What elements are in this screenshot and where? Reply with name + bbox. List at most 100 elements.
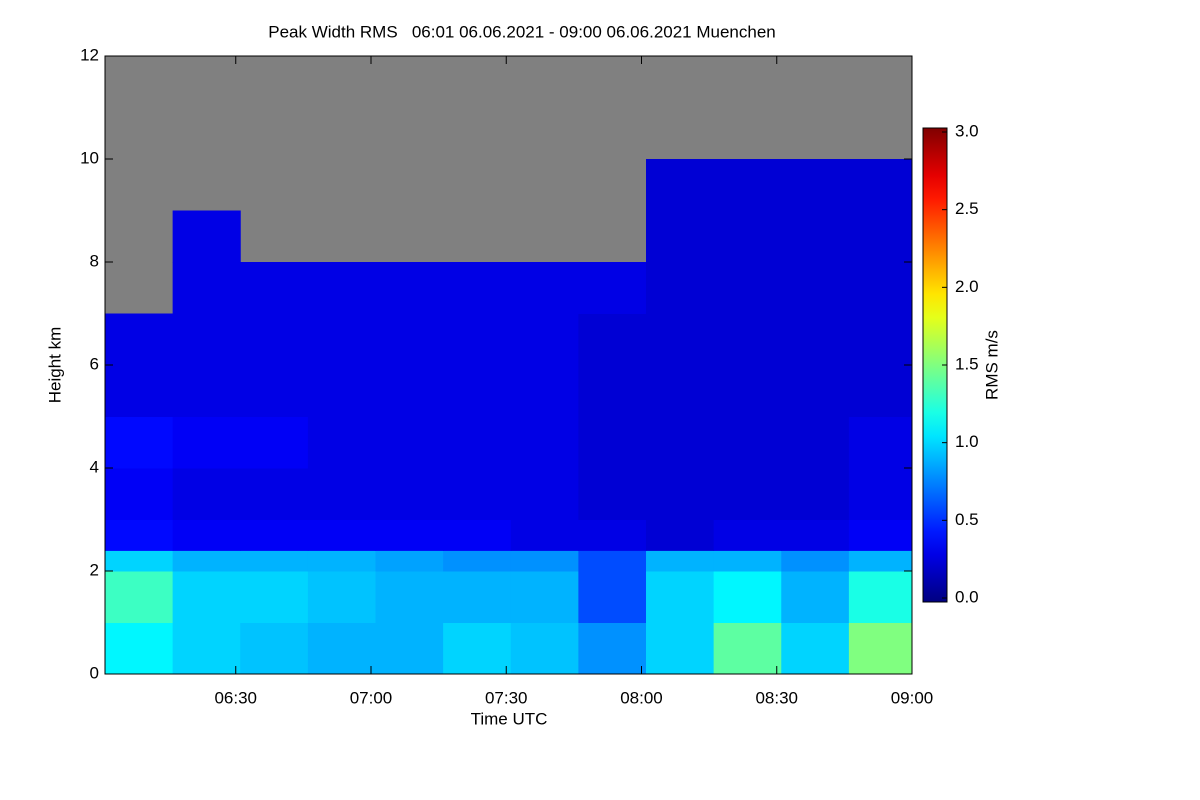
x-tick-label: 09:00 (891, 688, 934, 707)
heat-cell (578, 550, 647, 572)
heat-cell (375, 468, 444, 520)
y-tick-label: 6 (90, 354, 99, 373)
heat-cell (578, 519, 647, 551)
heat-cell (646, 519, 715, 551)
heat-cell (240, 571, 309, 623)
heat-cell (578, 416, 647, 469)
heat-cell (578, 571, 647, 623)
heat-cell (646, 313, 715, 366)
heat-cell (578, 262, 647, 314)
heat-cell (646, 210, 715, 263)
x-axis-label: Time UTC (471, 709, 548, 728)
colorbar-tick-label: 0.0 (955, 587, 979, 606)
heat-cell (240, 262, 309, 314)
heat-cell (646, 622, 715, 675)
heat-cell (713, 210, 782, 263)
heat-cell (510, 416, 579, 469)
heat-cell (105, 519, 174, 551)
heat-cell (240, 550, 309, 572)
heat-cell (375, 262, 444, 314)
heat-cell (240, 313, 309, 366)
heat-cell (646, 159, 715, 211)
x-tick-label: 08:00 (620, 688, 663, 707)
heat-cell (713, 571, 782, 623)
chart-title: Peak Width RMS 06:01 06.06.2021 - 09:00 … (268, 22, 776, 41)
heat-cell (713, 622, 782, 675)
heat-cell (848, 571, 913, 623)
heat-cell (307, 416, 377, 469)
heat-cell (443, 416, 512, 469)
heat-cell (781, 210, 850, 263)
heat-cell (578, 313, 647, 366)
heat-cell (646, 468, 715, 520)
colorbar-tick-label: 1.5 (955, 354, 979, 373)
heat-cell (848, 519, 913, 551)
heat-cell (781, 262, 850, 314)
heat-cell (848, 550, 913, 572)
y-tick-label: 4 (90, 457, 99, 476)
heat-cell (713, 262, 782, 314)
heat-cell (578, 622, 647, 675)
heat-cell (375, 622, 444, 675)
heat-cell (713, 313, 782, 366)
heat-cell (240, 416, 309, 469)
heat-cell (646, 365, 715, 417)
colorbar-tick-label: 0.5 (955, 510, 979, 529)
heat-cell (172, 468, 241, 520)
heat-cell (375, 550, 444, 572)
heat-cell (713, 416, 782, 469)
heat-cell (848, 313, 913, 366)
heat-cell (510, 468, 579, 520)
heat-cell (375, 365, 444, 417)
colorbar-label: RMS m/s (982, 330, 1001, 400)
heat-cell (510, 313, 579, 366)
heat-cell (848, 365, 913, 417)
heat-cell (172, 210, 241, 263)
heat-cell (443, 468, 512, 520)
heat-cell (781, 365, 850, 417)
heat-cell (848, 622, 913, 675)
heat-cell (240, 622, 309, 675)
y-tick-label: 8 (90, 251, 99, 270)
heat-cell (375, 571, 444, 623)
heat-cell (510, 571, 579, 623)
heat-cell (105, 550, 174, 572)
heat-cell (172, 571, 241, 623)
heat-cell (240, 365, 309, 417)
heat-cell (172, 313, 241, 366)
heat-cell (578, 365, 647, 417)
heat-cell (443, 571, 512, 623)
heat-cell (781, 571, 850, 623)
colorbar-tick-label: 2.0 (955, 277, 979, 296)
heat-cell (375, 519, 444, 551)
heat-cell (510, 622, 579, 675)
heat-cell (443, 550, 512, 572)
heat-cell (510, 519, 579, 551)
heat-cell (781, 519, 850, 551)
x-tick-label: 06:30 (214, 688, 257, 707)
heat-cell (713, 519, 782, 551)
heat-cell (375, 416, 444, 469)
heat-cell (240, 519, 309, 551)
heat-cell (443, 313, 512, 366)
colorbar-tick-label: 2.5 (955, 199, 979, 218)
heat-cell (646, 416, 715, 469)
heat-cell (781, 159, 850, 211)
heat-cell (781, 313, 850, 366)
heat-cell (713, 365, 782, 417)
heat-cell (307, 622, 377, 675)
heat-cell (105, 416, 174, 469)
x-tick-label: 07:30 (485, 688, 528, 707)
heat-cell (375, 313, 444, 366)
heat-cell (240, 468, 309, 520)
heat-cell (443, 365, 512, 417)
heat-cell (713, 550, 782, 572)
heat-cell (307, 313, 377, 366)
heat-cell (848, 210, 913, 263)
y-tick-label: 0 (90, 663, 99, 682)
heat-cell (646, 262, 715, 314)
heat-cell (848, 262, 913, 314)
x-tick-label: 08:30 (755, 688, 798, 707)
heat-cell (443, 622, 512, 675)
